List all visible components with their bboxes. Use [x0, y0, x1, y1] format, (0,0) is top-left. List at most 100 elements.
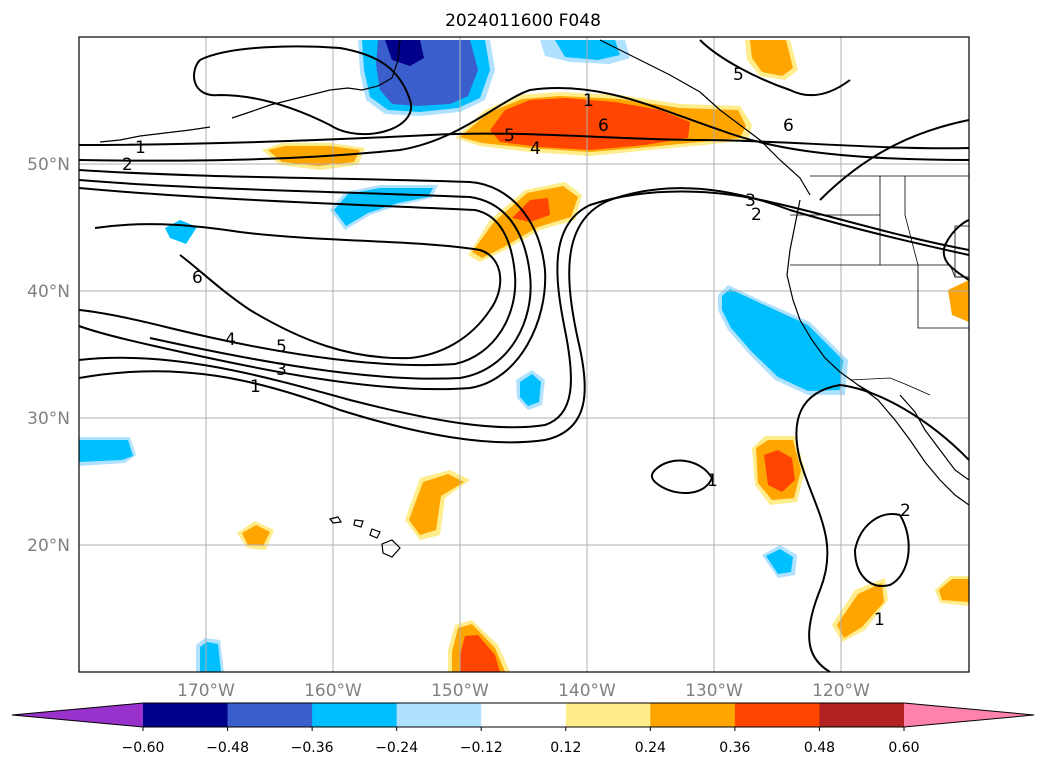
- colorbar-tick-label: −0.36: [291, 740, 334, 756]
- contour-label: 4: [225, 330, 236, 350]
- pos-anomaly-hawaii-east-mid: [409, 474, 464, 535]
- contour-label: 1: [135, 138, 146, 158]
- contour-1-south: [79, 187, 969, 444]
- colorbar-extend-left: [12, 703, 143, 727]
- neg-anomaly-gulf-alaska-extreme: [385, 40, 424, 66]
- contour-5-north-coast: [699, 39, 851, 97]
- map-title: 2024011600 F048: [445, 11, 601, 31]
- contour-2-south: [79, 190, 969, 429]
- coastline-hawaii-2: [353, 519, 364, 528]
- contour-label: 6: [598, 116, 609, 136]
- pos-anomaly-central-mid: [472, 186, 578, 258]
- neg-anomaly-california-mid: [722, 289, 843, 391]
- contour-label: 4: [530, 139, 541, 159]
- contour-label: 2: [900, 501, 911, 521]
- colorbar-tick-label: −0.12: [460, 740, 503, 756]
- borders: [790, 175, 969, 396]
- border-states-1: [790, 214, 881, 266]
- gridlines: [79, 37, 969, 672]
- coastline-hawaii-1: [328, 516, 342, 524]
- coastline-alaska: [231, 39, 401, 119]
- colorbar-segment: [565, 703, 651, 727]
- contour-2-north: [79, 87, 969, 162]
- coastline-hawaii-4: [381, 539, 401, 558]
- contour-label: 6: [192, 268, 203, 288]
- coastline-aleutians: [99, 126, 211, 143]
- contour-label: 2: [751, 205, 762, 225]
- colorbar-segment: [481, 703, 567, 727]
- pos-anomaly-north-top-mid: [750, 40, 793, 76]
- colorbar-tick-label: −0.48: [206, 740, 249, 756]
- lon-label-140w: 140°W: [558, 681, 616, 701]
- shaded-field: [79, 40, 969, 672]
- longitude-labels: 170°W 160°W 150°W 140°W 130°W 120°W: [177, 681, 870, 701]
- contour-1-east: [795, 383, 969, 672]
- map-panel: 1 2 6 4 5 3 1 5 4 6 1 5 6 3 2 1 2 1: [78, 36, 970, 673]
- border-states-4: [954, 225, 969, 278]
- colorbar-segment: [734, 703, 820, 727]
- colorbar: −0.60 −0.48 −0.36 −0.24 −0.12 0.12 0.24 0.36 0.4…: [11, 702, 1035, 756]
- contour-6-north-coast: [819, 119, 969, 201]
- neg-anomaly-small-1b: [520, 374, 541, 406]
- lon-label-130w: 130°W: [685, 681, 743, 701]
- pos-anomaly-hawaii-west-mid: [242, 525, 270, 546]
- contour-label: 3: [745, 191, 756, 211]
- pos-anomaly-central-strong: [512, 198, 550, 222]
- border-us-mexico: [849, 377, 931, 396]
- neg-anomaly-left-edge-mid: [79, 440, 133, 462]
- colorbar-ticks: −0.60 −0.48 −0.36 −0.24 −0.12 0.12 0.24 0.36 0.4…: [122, 727, 920, 756]
- contour-1-north: [79, 132, 969, 150]
- contour-label: 1: [583, 91, 594, 111]
- colorbar-segment: [227, 703, 313, 727]
- contour-label: 5: [504, 126, 515, 146]
- contour-5: [79, 187, 517, 367]
- contours: [79, 39, 969, 672]
- contour-1-far-east: [942, 219, 969, 281]
- colorbar-segment: [819, 703, 905, 727]
- colorbar-segments: [143, 703, 905, 727]
- coastline-mexico: [899, 394, 969, 481]
- contour-6-loop: [94, 223, 502, 360]
- contour-label: 1: [874, 610, 885, 630]
- colorbar-tick-label: 0.24: [635, 740, 666, 756]
- pos-anomaly-east-tropical-strong: [764, 450, 795, 492]
- neg-anomaly-small-2b: [766, 549, 793, 574]
- colorbar-tick-label: 0.36: [719, 740, 750, 756]
- lat-label-20n: 20°N: [27, 536, 70, 556]
- contour-label: 1: [250, 377, 261, 397]
- coastline-baja: [857, 384, 969, 506]
- neg-anomaly-mid-1b: [334, 188, 433, 226]
- colorbar-tick-label: −0.60: [122, 740, 165, 756]
- contour-label: 5: [276, 337, 287, 357]
- colorbar-segment: [650, 703, 736, 727]
- coastlines: [99, 39, 969, 558]
- contour-small-loop-1: [650, 459, 714, 494]
- colorbar-extend-right: [904, 703, 1034, 727]
- neg-anomaly-bottom-mid: [200, 642, 221, 672]
- colorbar-tick-label: 0.12: [550, 740, 581, 756]
- contour-label: 6: [783, 116, 794, 136]
- colorbar-tick-label: 0.48: [804, 740, 835, 756]
- lat-label-40n: 40°N: [27, 282, 70, 302]
- contour-label: 3: [276, 360, 287, 380]
- lon-label-150w: 150°W: [431, 681, 489, 701]
- contour-label: 5: [733, 65, 744, 85]
- contour-3: [79, 169, 547, 391]
- contour-labels: 1 2 6 4 5 3 1 5 4 6 1 5 6 3 2 1 2 1: [122, 65, 911, 630]
- contour-label: 1: [707, 471, 718, 491]
- lon-label-120w: 120°W: [812, 681, 870, 701]
- colorbar-segment: [396, 703, 482, 727]
- pos-anomaly-south-central-strong: [460, 635, 500, 672]
- pos-anomaly-far-east-mid: [939, 579, 969, 602]
- coastline-se-alaska-bc: [599, 39, 811, 196]
- colorbar-tick-label: −0.24: [375, 740, 418, 756]
- pos-anomaly-mexico-mid: [837, 583, 884, 638]
- colorbar-tick-label: 0.60: [888, 740, 919, 756]
- contour-6-gulf: [193, 45, 413, 136]
- lon-label-160w: 160°W: [304, 681, 362, 701]
- colorbar-segment: [143, 703, 229, 727]
- lon-label-170w: 170°W: [177, 681, 235, 701]
- map-frame: [78, 36, 970, 673]
- lat-label-50n: 50°N: [27, 155, 70, 175]
